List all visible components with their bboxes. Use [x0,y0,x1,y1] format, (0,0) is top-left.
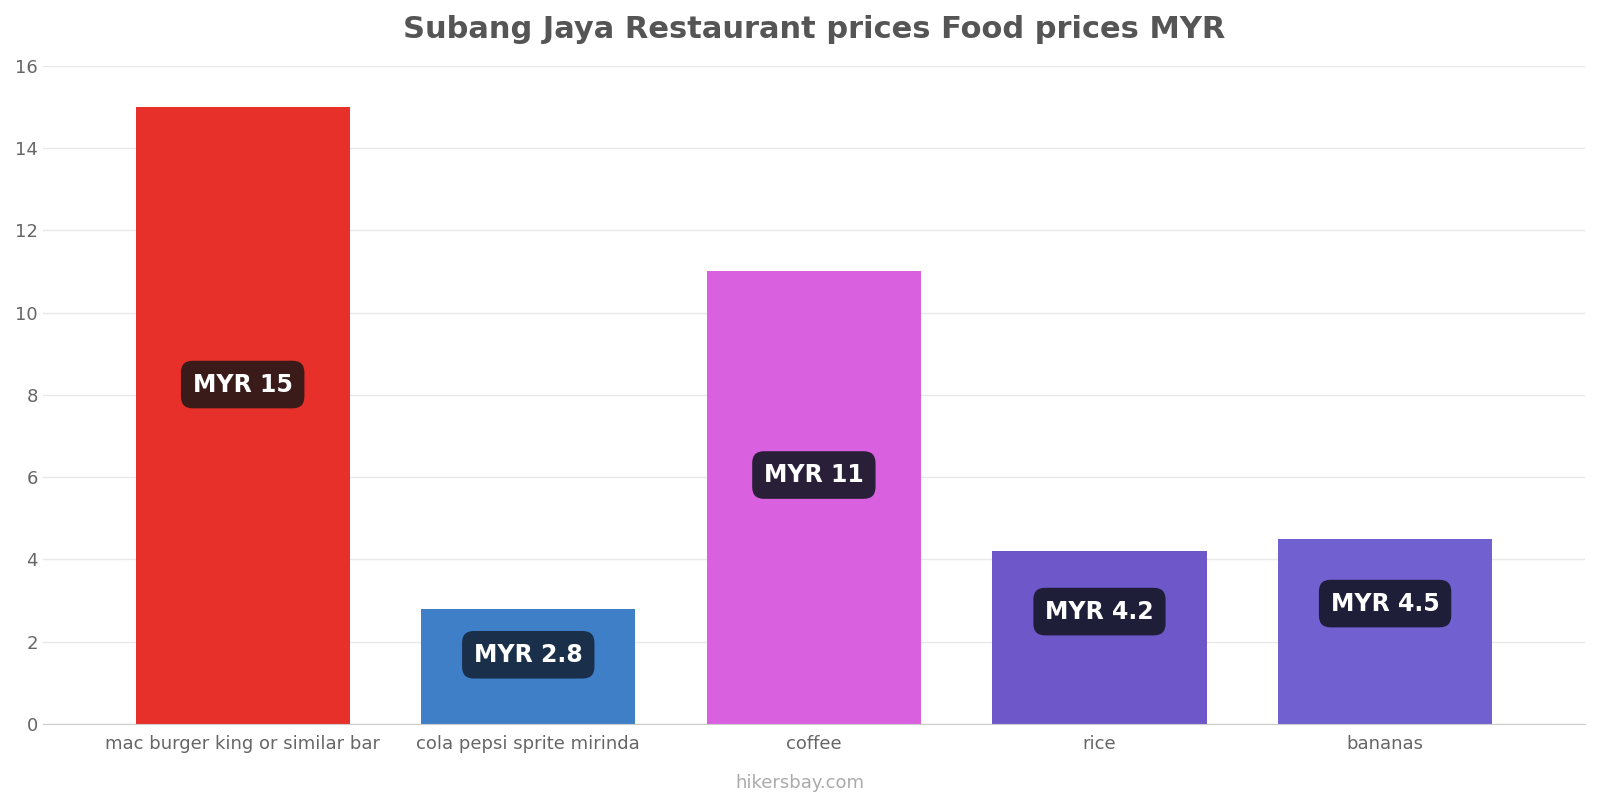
Bar [136,107,350,724]
Bar [707,271,922,724]
Title: Subang Jaya Restaurant prices Food prices MYR: Subang Jaya Restaurant prices Food price… [403,15,1226,44]
Bar [421,609,635,724]
Text: MYR 4.5: MYR 4.5 [1331,591,1440,615]
Text: MYR 15: MYR 15 [192,373,293,397]
Bar [992,551,1206,724]
Text: MYR 11: MYR 11 [763,463,864,487]
Text: MYR 4.2: MYR 4.2 [1045,599,1154,623]
Text: hikersbay.com: hikersbay.com [736,774,864,792]
Bar [1278,538,1493,724]
Text: MYR 2.8: MYR 2.8 [474,642,582,666]
